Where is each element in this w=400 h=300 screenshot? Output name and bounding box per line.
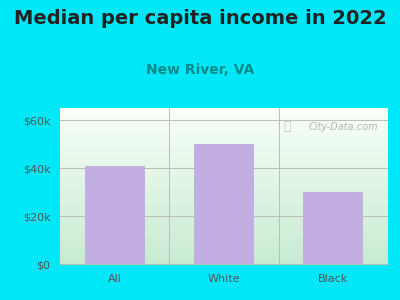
- Bar: [194, 144, 254, 264]
- Text: ⦿: ⦿: [283, 120, 290, 133]
- Bar: [303, 192, 364, 264]
- Text: City-Data.com: City-Data.com: [308, 122, 378, 132]
- Text: New River, VA: New River, VA: [146, 63, 254, 77]
- Bar: [85, 166, 145, 264]
- Text: Median per capita income in 2022: Median per capita income in 2022: [14, 9, 386, 28]
